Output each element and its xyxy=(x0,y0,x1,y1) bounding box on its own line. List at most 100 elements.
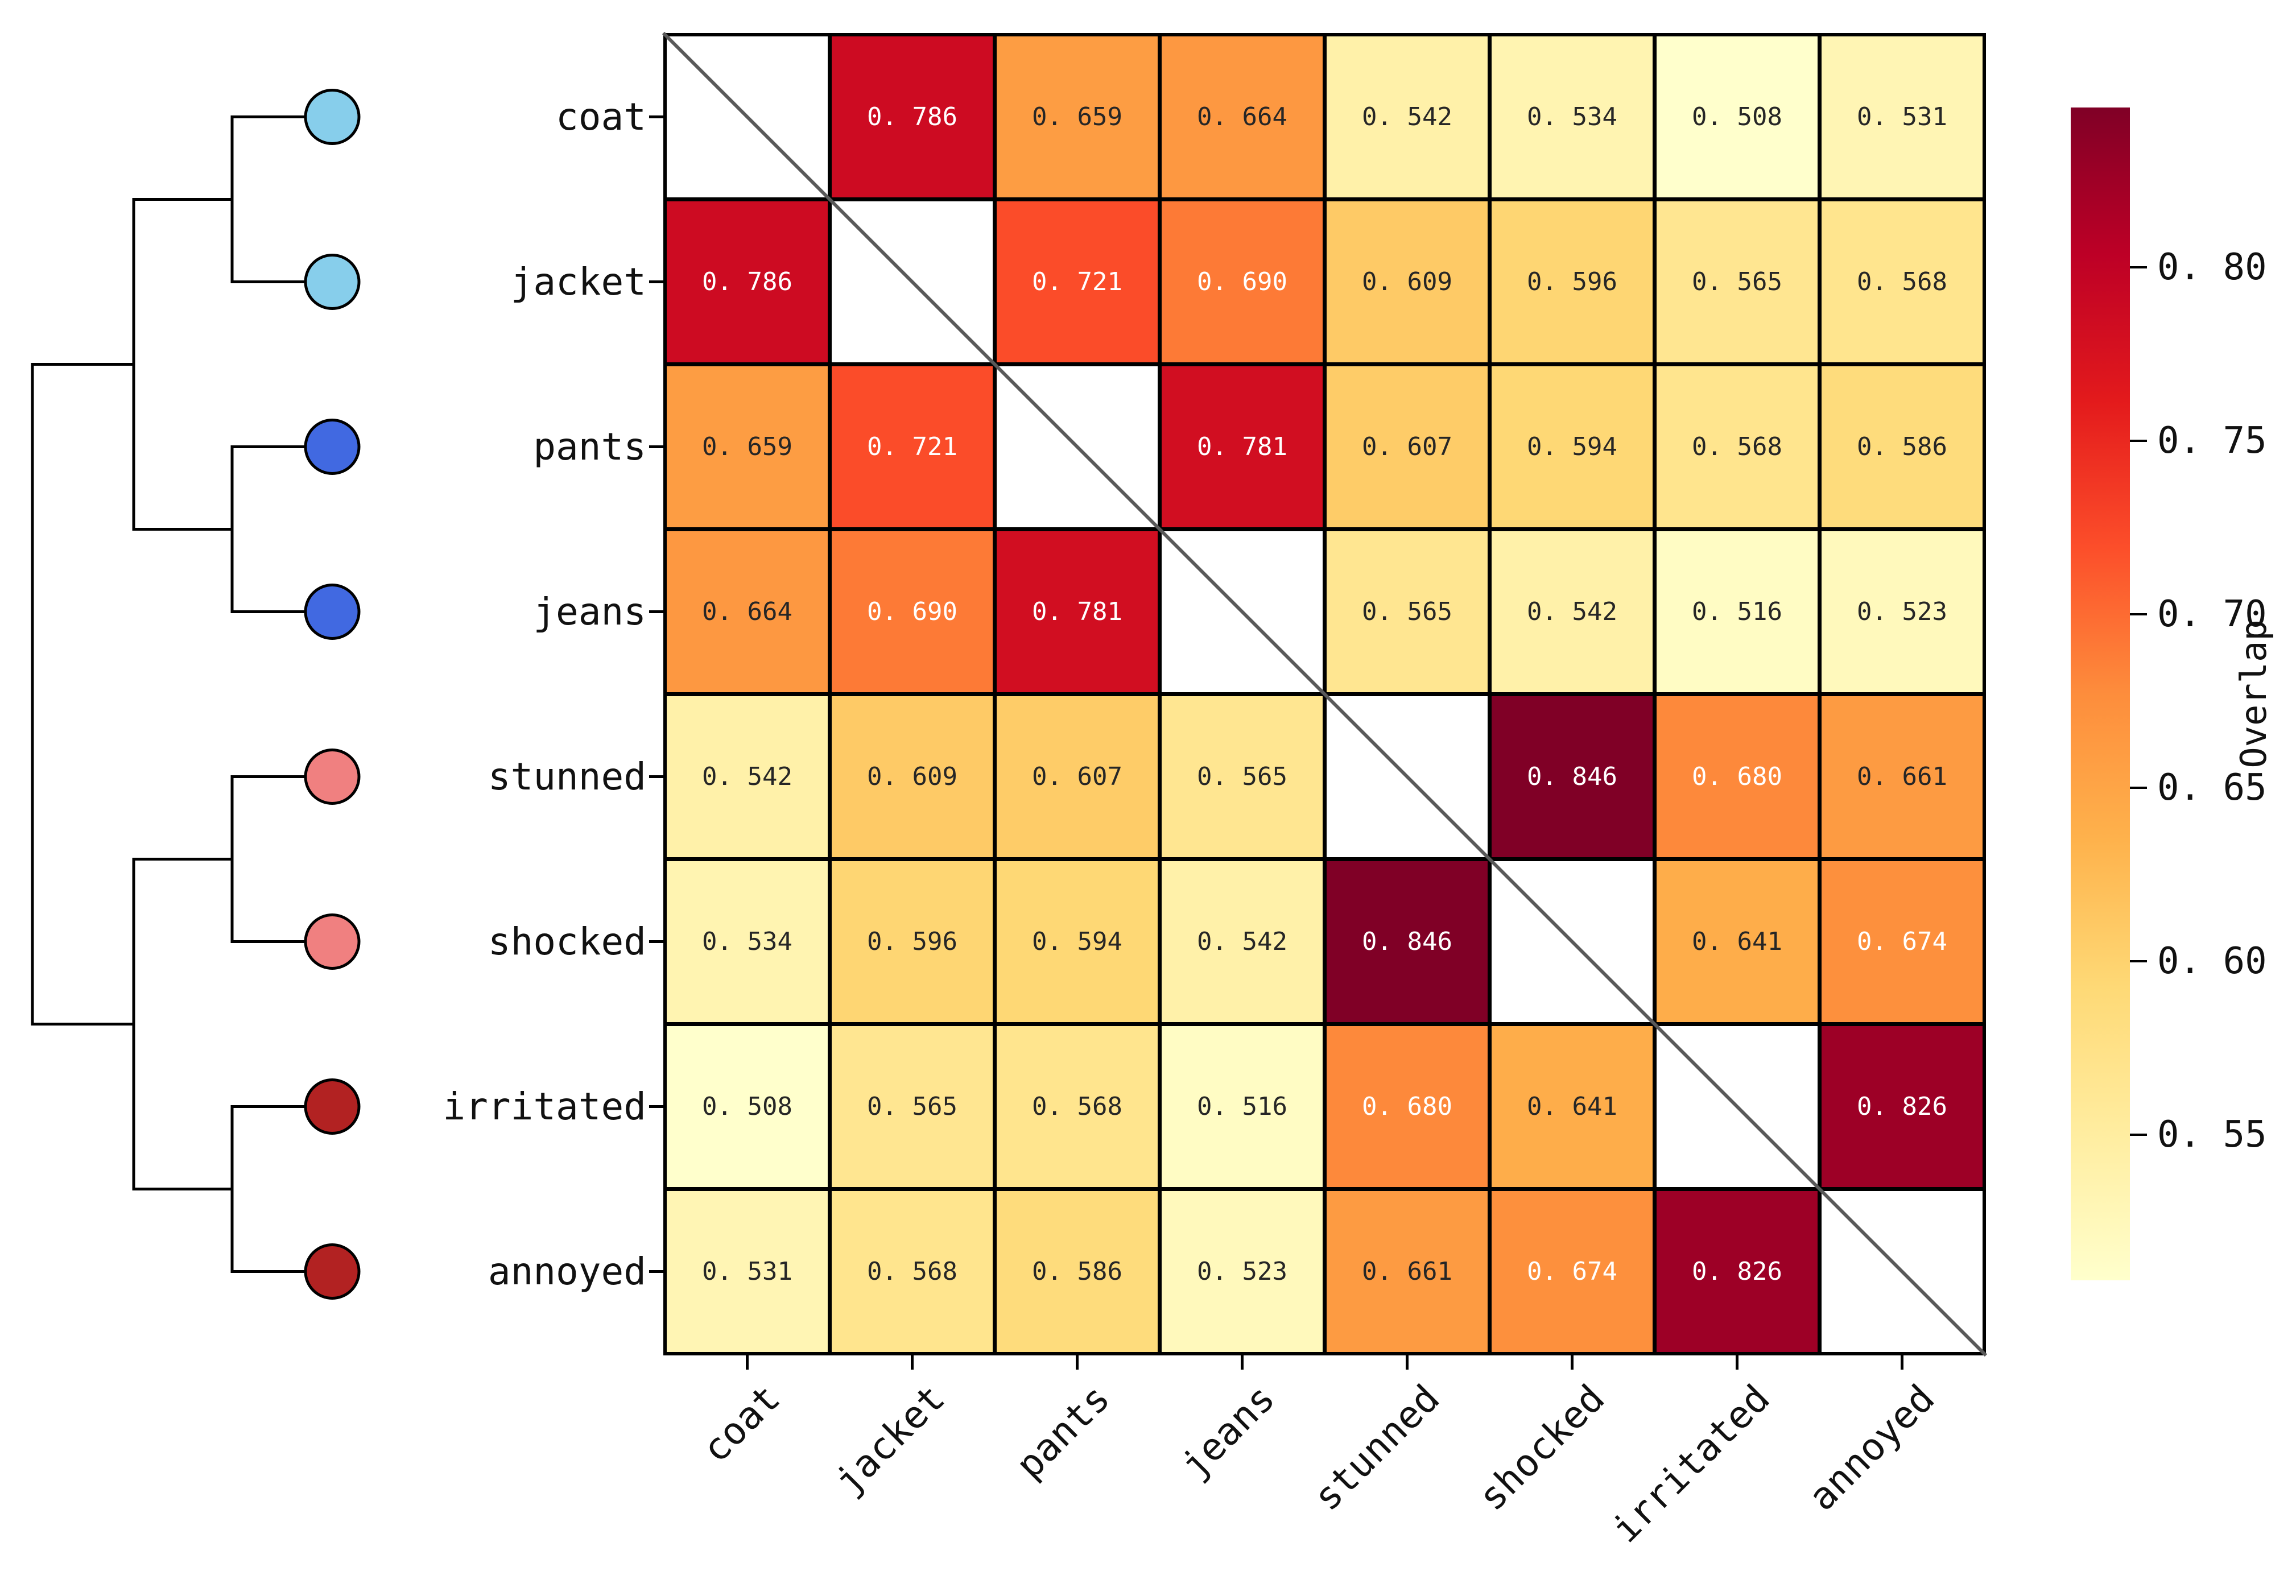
colorbar-axis-label: Overlap xyxy=(2233,619,2274,768)
heatmap-cell: 0. 680 xyxy=(1327,1026,1488,1187)
heatmap-cell: 0. 690 xyxy=(1162,201,1323,362)
heatmap-grid: 0. 786 0. 659 0. 664 0. 542 0. 534 0. 508 0. 5… xyxy=(663,33,1986,1355)
heatmap-cell: 0. 781 xyxy=(1162,366,1323,527)
heatmap-cell: 0. 565 xyxy=(1162,696,1323,857)
dendrogram-leaf-stunned xyxy=(304,749,361,805)
heatmap-cell xyxy=(1162,531,1323,692)
heatmap-cell xyxy=(667,36,828,197)
heatmap-cell: 0. 586 xyxy=(1822,366,1983,527)
heatmap-cell: 0. 534 xyxy=(1492,36,1653,197)
heatmap-cell: 0. 659 xyxy=(667,366,828,527)
heatmap-cell: 0. 846 xyxy=(1492,696,1653,857)
heatmap-cell: 0. 508 xyxy=(1657,36,1818,197)
colorbar-tick-label: 0. 80 xyxy=(2157,246,2267,288)
colorbar-tick-label: 0. 55 xyxy=(2157,1113,2267,1156)
row-label-coat: coat xyxy=(556,94,646,139)
colorbar-tick xyxy=(2130,960,2147,962)
heatmap-cell: 0. 826 xyxy=(1822,1026,1983,1187)
row-label-pants: pants xyxy=(533,424,646,469)
heatmap-cell: 0. 786 xyxy=(832,36,993,197)
heatmap-cell: 0. 721 xyxy=(997,201,1158,362)
heatmap-cell: 0. 516 xyxy=(1657,531,1818,692)
heatmap-cell: 0. 568 xyxy=(1657,366,1818,527)
colorbar-tick-label: 0. 65 xyxy=(2157,766,2267,809)
heatmap-cell xyxy=(1492,861,1653,1022)
column-label-coat: coat xyxy=(693,1376,788,1471)
dendrogram-leaf-coat xyxy=(304,89,361,145)
heatmap-cell: 0. 826 xyxy=(1657,1191,1818,1352)
row-label-stunned: stunned xyxy=(488,754,646,799)
heatmap-cell xyxy=(832,201,993,362)
heatmap-cell: 0. 607 xyxy=(1327,366,1488,527)
dendrogram-leaf-jacket xyxy=(304,254,361,310)
x-tick xyxy=(1076,1355,1079,1370)
heatmap-cell: 0. 542 xyxy=(1492,531,1653,692)
x-tick xyxy=(746,1355,749,1370)
colorbar-tick xyxy=(2130,266,2147,268)
heatmap-cell: 0. 674 xyxy=(1492,1191,1653,1352)
colorbar-tick xyxy=(2130,439,2147,442)
y-tick xyxy=(649,1105,663,1108)
heatmap-cell: 0. 664 xyxy=(1162,36,1323,197)
heatmap-cell: 0. 641 xyxy=(1657,861,1818,1022)
heatmap-cell: 0. 531 xyxy=(1822,36,1983,197)
y-tick xyxy=(649,280,663,283)
heatmap-cell: 0. 674 xyxy=(1822,861,1983,1022)
heatmap-cell: 0. 542 xyxy=(1162,861,1323,1022)
column-label-annoyed: annoyed xyxy=(1800,1376,1943,1519)
heatmap-cell xyxy=(1327,696,1488,857)
heatmap-cell: 0. 661 xyxy=(1327,1191,1488,1352)
heatmap-cell: 0. 565 xyxy=(1327,531,1488,692)
colorbar-tick-label: 0. 70 xyxy=(2157,593,2267,635)
row-label-annoyed: annoyed xyxy=(488,1249,646,1293)
x-tick xyxy=(911,1355,914,1370)
heatmap-cell: 0. 594 xyxy=(997,861,1158,1022)
heatmap-cell: 0. 641 xyxy=(1492,1026,1653,1187)
colorbar-tick-label: 0. 60 xyxy=(2157,940,2267,982)
heatmap-cell: 0. 596 xyxy=(832,861,993,1022)
heatmap-cell: 0. 542 xyxy=(1327,36,1488,197)
row-label-jeans: jeans xyxy=(533,589,646,634)
dendrogram-leaf-shocked xyxy=(304,913,361,970)
heatmap-cell: 0. 659 xyxy=(997,36,1158,197)
heatmap-cell xyxy=(997,366,1158,527)
x-tick xyxy=(1406,1355,1409,1370)
heatmap-cell: 0. 542 xyxy=(667,696,828,857)
column-label-irritated: irritated xyxy=(1603,1376,1778,1552)
column-label-shocked: shocked xyxy=(1470,1376,1613,1519)
column-label-stunned: stunned xyxy=(1305,1376,1448,1519)
colorbar-tick xyxy=(2130,613,2147,615)
heatmap-cell: 0. 516 xyxy=(1162,1026,1323,1187)
column-label-pants: pants xyxy=(1007,1376,1118,1487)
x-tick xyxy=(1241,1355,1244,1370)
heatmap-cell: 0. 568 xyxy=(997,1026,1158,1187)
heatmap-cell: 0. 786 xyxy=(667,201,828,362)
x-tick xyxy=(1571,1355,1574,1370)
heatmap-cell: 0. 523 xyxy=(1162,1191,1323,1352)
dendrogram-leaf-annoyed xyxy=(304,1243,361,1300)
y-tick xyxy=(649,940,663,943)
dendrogram-leaf-irritated xyxy=(304,1078,361,1135)
heatmap-cell xyxy=(1822,1191,1983,1352)
colorbar xyxy=(2071,107,2130,1280)
colorbar-tick xyxy=(2130,1133,2147,1136)
dendrogram xyxy=(31,89,361,1300)
colorbar-tick xyxy=(2130,786,2147,789)
colorbar-tick-label: 0. 75 xyxy=(2157,419,2267,462)
heatmap-cell: 0. 846 xyxy=(1327,861,1488,1022)
heatmap-cell: 0. 690 xyxy=(832,531,993,692)
heatmap-cell: 0. 609 xyxy=(1327,201,1488,362)
y-tick xyxy=(649,115,663,118)
y-tick xyxy=(649,610,663,613)
heatmap-cell: 0. 568 xyxy=(1822,201,1983,362)
y-tick xyxy=(649,1270,663,1273)
column-label-jacket: jacket xyxy=(826,1376,953,1503)
heatmap-cell: 0. 596 xyxy=(1492,201,1653,362)
heatmap-cell: 0. 661 xyxy=(1822,696,1983,857)
heatmap-cell: 0. 609 xyxy=(832,696,993,857)
heatmap-cell: 0. 607 xyxy=(997,696,1158,857)
heatmap-cell: 0. 508 xyxy=(667,1026,828,1187)
dendrogram-leaf-pants xyxy=(304,419,361,475)
heatmap-cell: 0. 565 xyxy=(832,1026,993,1187)
